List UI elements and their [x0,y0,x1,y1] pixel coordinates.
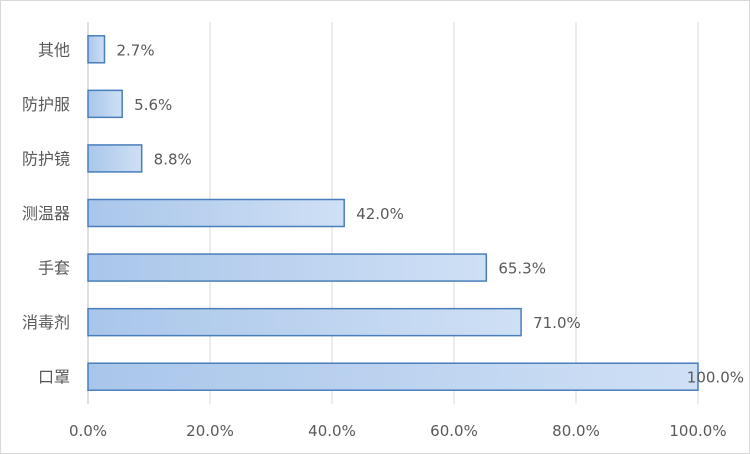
labels: 0.0% 20.0% 40.0% 60.0% 80.0% 100.0% 其他 2.7% 防护服 5… [22,40,744,440]
data-label-4: 65.3% [498,260,546,278]
bar-2 [87,144,143,173]
x-tick-label-4: 80.0% [552,422,600,440]
category-label-6: 口罩 [38,368,70,387]
bar-4 [87,253,488,282]
data-label-3: 42.0% [356,205,404,223]
bars [87,35,699,391]
x-tick-label-1: 20.0% [186,422,234,440]
x-tick-label-5: 100.0% [669,422,726,440]
bar-3 [87,198,345,228]
data-label-6: 100.0% [687,369,744,387]
x-tick-label-2: 40.0% [308,422,356,440]
bar-6 [87,362,699,391]
category-label-0: 其他 [38,40,70,59]
data-label-0: 2.7% [116,41,154,59]
bar-1 [87,89,123,119]
bar-5 [87,307,522,337]
category-label-1: 防护服 [22,95,70,114]
gridlines [87,22,699,404]
data-label-1: 5.6% [134,96,172,114]
category-label-3: 测温器 [22,204,70,223]
x-tick-label-0: 0.0% [69,422,107,440]
data-label-5: 71.0% [533,314,581,332]
x-tick-label-3: 60.0% [430,422,478,440]
bar-0 [87,35,106,64]
category-label-5: 消毒剂 [22,313,70,332]
category-label-2: 防护镜 [22,149,70,168]
data-label-2: 8.8% [154,150,192,168]
category-label-4: 手套 [38,259,70,278]
